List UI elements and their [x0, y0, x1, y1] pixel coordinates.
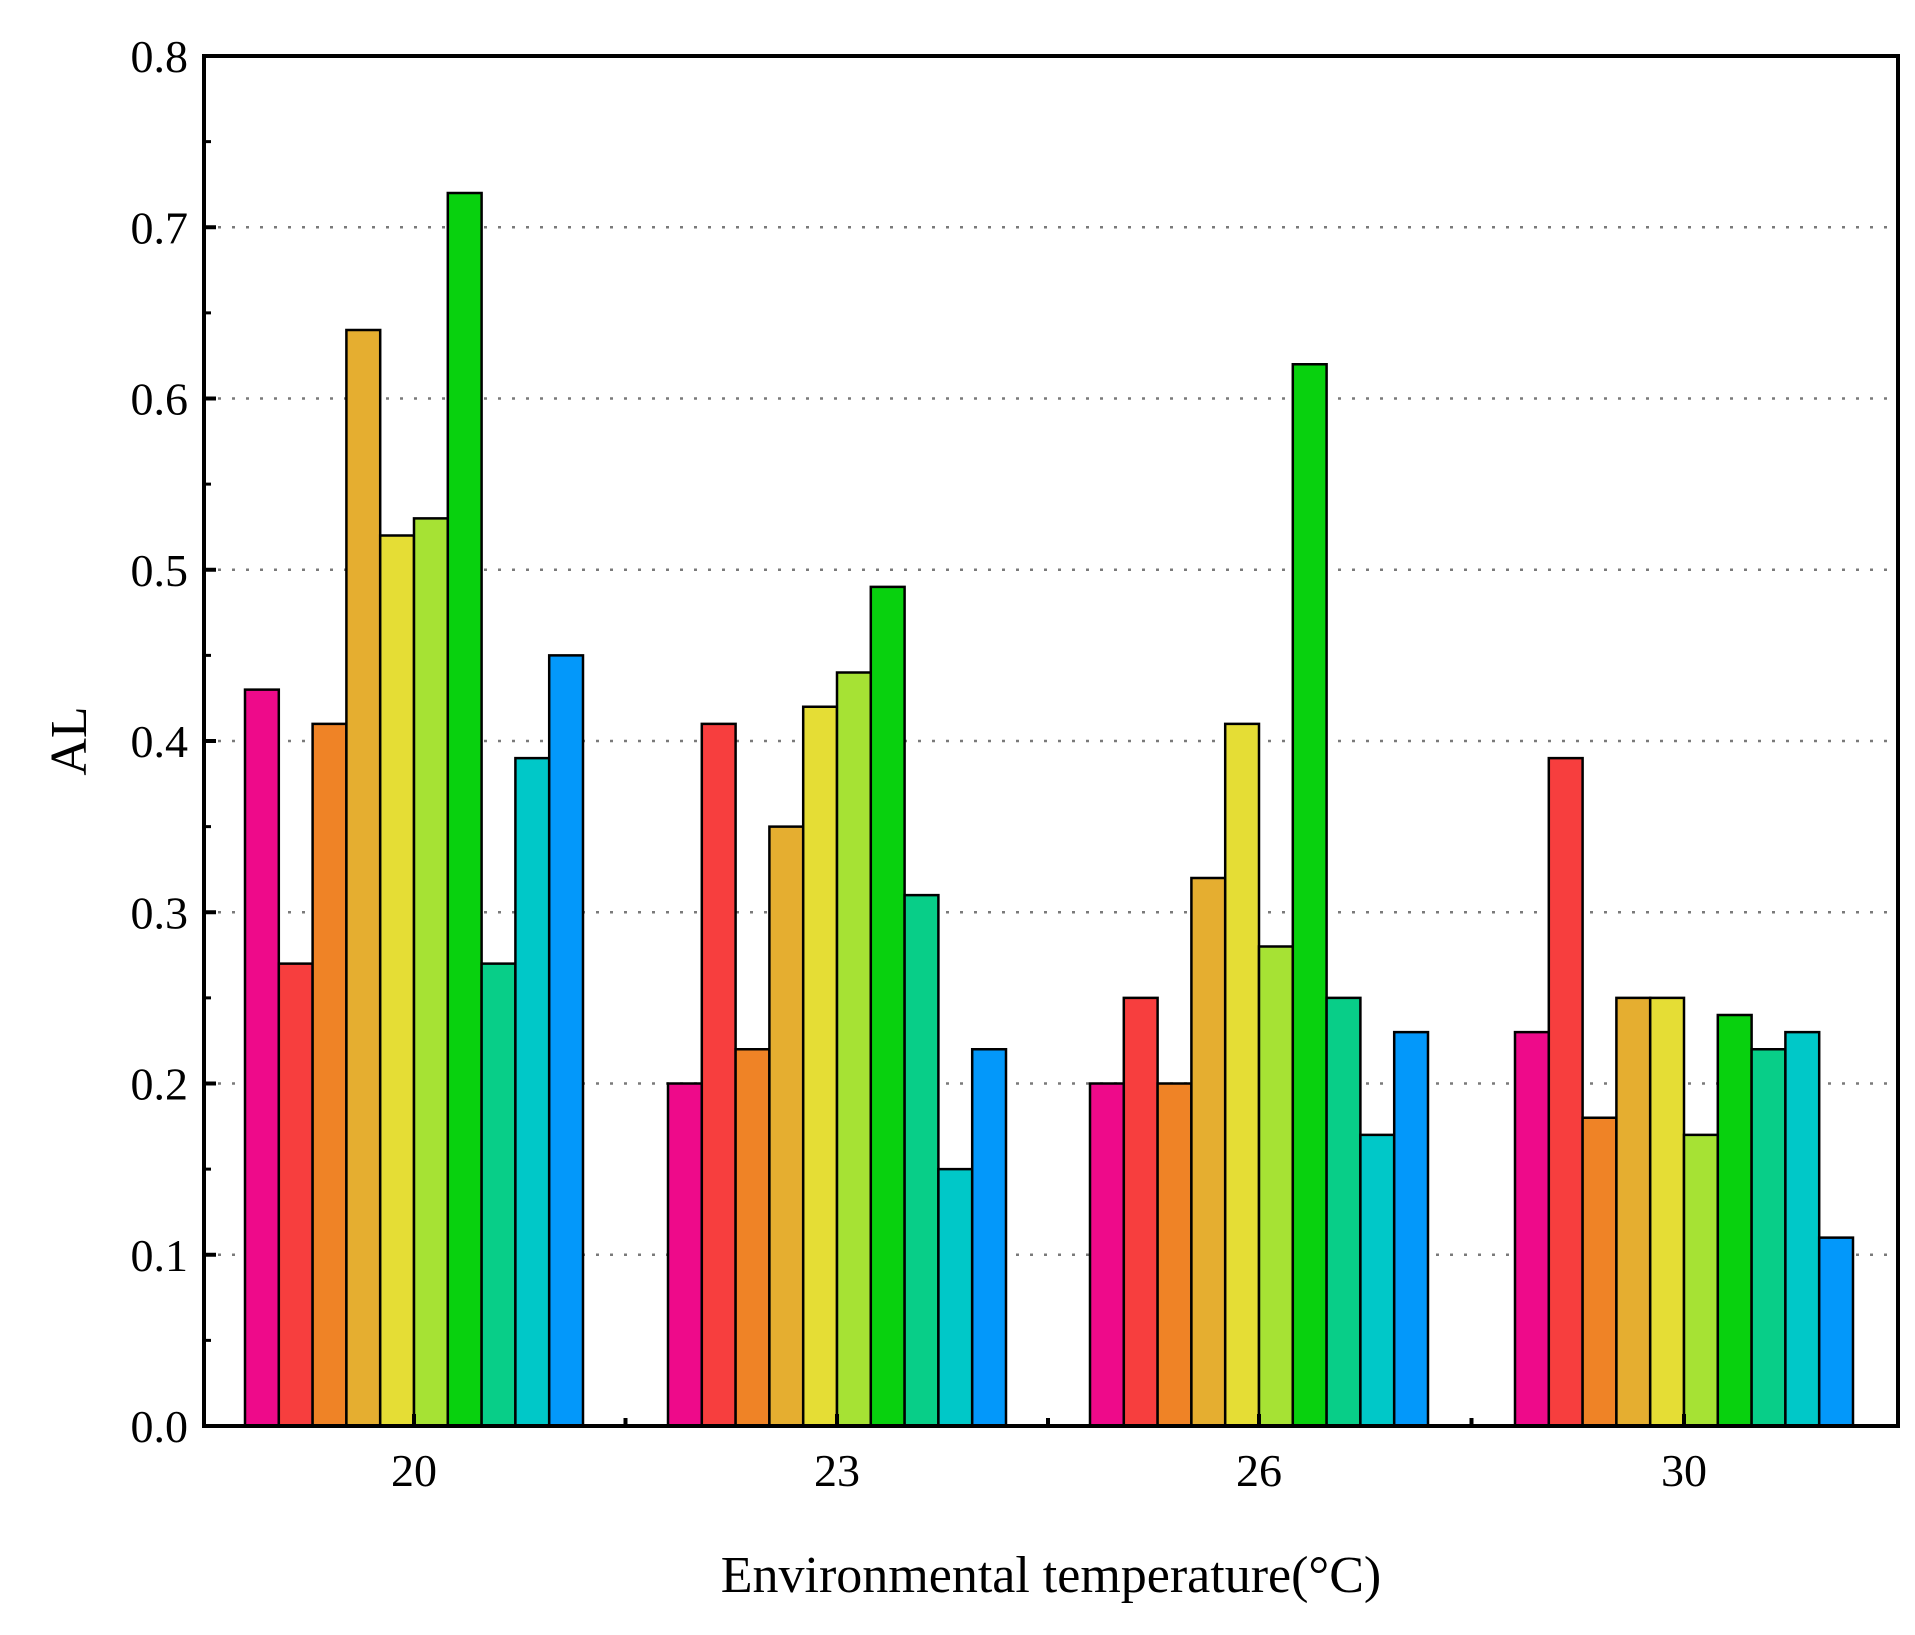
- bar-20-series-6: [412, 517, 450, 1428]
- x-tick-label: 23: [814, 1445, 860, 1496]
- axis-ticks: [204, 54, 1686, 1428]
- bar-30-series-10: [1817, 1236, 1855, 1428]
- bar-23-series-6: [835, 671, 873, 1428]
- x-axis-title: Environmental temperature(°C): [721, 1547, 1381, 1604]
- y-tick-label: 0.3: [131, 887, 189, 938]
- bar-26-series-8: [1325, 996, 1362, 1428]
- bar-23-series-1: [666, 1082, 704, 1428]
- bar-23-series-7: [869, 585, 906, 1428]
- bar-23-series-5: [801, 705, 839, 1428]
- bar-26-series-5: [1223, 722, 1261, 1428]
- bar-26-series-6: [1257, 945, 1295, 1428]
- bars: [243, 191, 1855, 1428]
- bar-30-series-8: [1750, 1048, 1787, 1428]
- bar-30-series-5: [1648, 996, 1686, 1428]
- bar-30-series-1: [1513, 1030, 1551, 1428]
- bar-26-series-10: [1392, 1030, 1430, 1428]
- bar-23-series-10: [970, 1048, 1008, 1428]
- y-tick-label: 0.4: [131, 716, 189, 767]
- bar-20-series-4: [345, 328, 382, 1428]
- bar-23-series-9: [937, 1167, 974, 1428]
- bar-26-series-4: [1190, 876, 1227, 1428]
- y-tick-label: 0.2: [131, 1059, 189, 1110]
- bar-20-series-5: [378, 534, 416, 1428]
- bar-20-series-10: [547, 654, 585, 1428]
- bar-30-series-2: [1547, 756, 1584, 1428]
- bar-20-series-2: [277, 962, 314, 1428]
- bar-20-series-1: [243, 688, 281, 1428]
- x-axis-tick-labels: 20 23 26 30: [391, 1445, 1707, 1496]
- bar-26-series-9: [1359, 1133, 1396, 1428]
- y-tick-label: 0.0: [131, 1401, 189, 1452]
- x-tick-label: 20: [391, 1445, 437, 1496]
- bar-23-series-4: [768, 825, 805, 1428]
- y-tick-label: 0.6: [131, 374, 189, 425]
- bar-23-series-3: [734, 1048, 771, 1428]
- y-axis-title: AL: [41, 706, 98, 775]
- bar-26-series-7: [1291, 363, 1328, 1428]
- bar-30-series-6: [1682, 1133, 1720, 1428]
- bar-20-series-3: [311, 722, 348, 1428]
- bar-20-series-7: [446, 191, 483, 1428]
- y-axis-tick-labels: 0.0 0.1 0.2 0.3 0.4 0.5 0.6 0.7 0.8: [131, 31, 189, 1452]
- y-tick-label: 0.7: [131, 202, 189, 253]
- y-tick-label: 0.5: [131, 545, 189, 596]
- bar-20-series-9: [514, 756, 551, 1428]
- x-tick-label: 30: [1661, 1445, 1707, 1496]
- y-tick-label: 0.1: [131, 1230, 189, 1281]
- bar-20-series-8: [480, 962, 517, 1428]
- bar-26-series-2: [1122, 996, 1159, 1428]
- bar-30-series-3: [1581, 1116, 1618, 1428]
- bar-26-series-1: [1088, 1082, 1126, 1428]
- bar-26-series-3: [1156, 1082, 1193, 1428]
- bar-30-series-9: [1784, 1030, 1821, 1428]
- bar-30-series-4: [1615, 996, 1652, 1428]
- bar-23-series-2: [700, 722, 737, 1428]
- x-tick-label: 26: [1236, 1445, 1282, 1496]
- y-tick-label: 0.8: [131, 31, 189, 82]
- bar-30-series-7: [1716, 1013, 1753, 1428]
- bar-23-series-8: [903, 893, 940, 1428]
